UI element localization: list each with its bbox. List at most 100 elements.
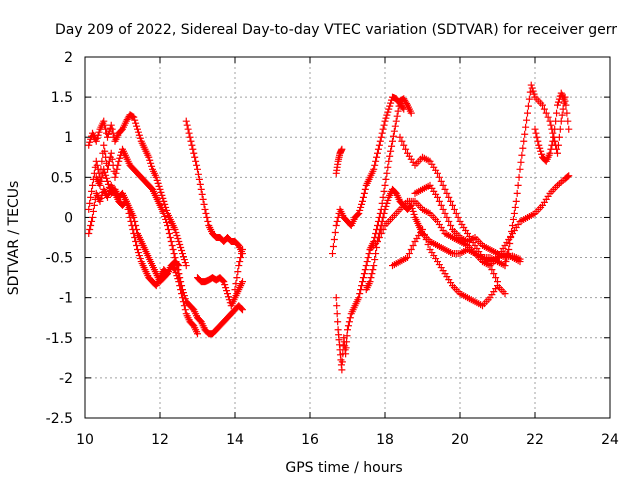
data-point: [222, 284, 230, 292]
data-point: [439, 205, 447, 213]
data-point: [164, 225, 172, 233]
x-tick-label: 14: [226, 432, 244, 448]
plot-frame: [84, 56, 611, 419]
data-point: [388, 142, 396, 150]
data-point: [89, 207, 97, 215]
data-point: [176, 274, 184, 282]
data-point: [512, 197, 520, 205]
data-point: [89, 213, 96, 221]
data-point: [387, 99, 395, 107]
data-point: [506, 240, 514, 248]
data-point: [190, 149, 198, 157]
data-point: [129, 113, 137, 121]
data-point: [171, 254, 179, 262]
data-point: [374, 145, 382, 153]
data-point: [439, 181, 447, 189]
data-point: [172, 228, 180, 236]
data-point: [517, 158, 525, 166]
data-point: [549, 129, 557, 137]
data-point: [89, 181, 96, 189]
data-point: [192, 157, 200, 165]
data-point: [503, 254, 511, 262]
data-point: [382, 202, 390, 210]
data-point: [501, 290, 509, 298]
data-point: [359, 197, 366, 205]
data-point: [330, 236, 338, 244]
data-point: [372, 250, 380, 258]
data-point: [374, 238, 381, 246]
data-point: [443, 189, 451, 197]
data-point: [128, 221, 136, 229]
data-point: [105, 183, 113, 191]
data-point: [197, 185, 205, 193]
data-point: [345, 318, 353, 326]
data-point: [87, 193, 95, 201]
data-point: [235, 262, 243, 270]
data-point: [93, 161, 101, 169]
data-point: [184, 125, 192, 133]
data-point: [122, 197, 130, 205]
data-point: [135, 131, 143, 139]
data-point: [102, 171, 110, 179]
data-point: [90, 201, 98, 209]
data-point: [434, 193, 441, 201]
data-point: [394, 107, 402, 115]
data-point: [160, 209, 168, 217]
data-point: [113, 165, 121, 173]
data-point: [530, 90, 538, 98]
data-point: [542, 109, 550, 117]
series-arc-15: [389, 225, 509, 310]
data-point: [188, 141, 196, 149]
data-point: [333, 302, 341, 310]
data-point: [554, 101, 561, 109]
data-point: [147, 159, 155, 167]
data-point: [233, 274, 241, 282]
data-point: [382, 175, 390, 183]
data-point: [359, 193, 367, 201]
data-point: [175, 238, 183, 246]
data-point: [399, 104, 407, 112]
series-arc-2: [85, 141, 183, 278]
data-point: [343, 332, 351, 340]
data-point: [96, 181, 104, 189]
data-point: [180, 292, 188, 300]
data-point: [529, 87, 537, 95]
data-point: [129, 225, 137, 233]
data-point: [404, 254, 411, 262]
data-point: [100, 141, 108, 149]
data-point: [219, 277, 227, 285]
data-point: [224, 293, 232, 301]
data-point: [443, 213, 451, 221]
data-point: [161, 212, 169, 220]
data-point: [562, 101, 570, 109]
data-point: [531, 125, 539, 133]
chart-title: Day 209 of 2022, Sidereal Day-to-day VTE…: [55, 22, 617, 38]
data-point: [532, 129, 540, 137]
axis-ticks: [84, 56, 611, 419]
data-point: [180, 256, 188, 264]
data-point: [170, 250, 178, 258]
data-point: [550, 133, 558, 141]
data-point: [153, 176, 161, 184]
data-point: [368, 270, 376, 278]
data-point: [86, 138, 94, 146]
data-point: [373, 153, 381, 161]
data-point: [392, 117, 400, 125]
data-point: [238, 305, 246, 313]
data-point: [331, 228, 339, 236]
data-point: [519, 144, 527, 152]
data-point: [420, 230, 428, 238]
data-point: [366, 278, 374, 286]
data-point: [161, 200, 169, 208]
data-point: [537, 147, 545, 155]
data-point: [112, 169, 120, 177]
series-arc-18: [501, 81, 573, 270]
data-point: [488, 266, 496, 274]
data-point: [357, 203, 365, 211]
data-point: [544, 113, 552, 121]
data-point: [167, 238, 175, 246]
data-point: [97, 194, 105, 202]
data-point: [134, 249, 142, 257]
data-point: [359, 274, 367, 282]
data-point: [400, 105, 408, 113]
